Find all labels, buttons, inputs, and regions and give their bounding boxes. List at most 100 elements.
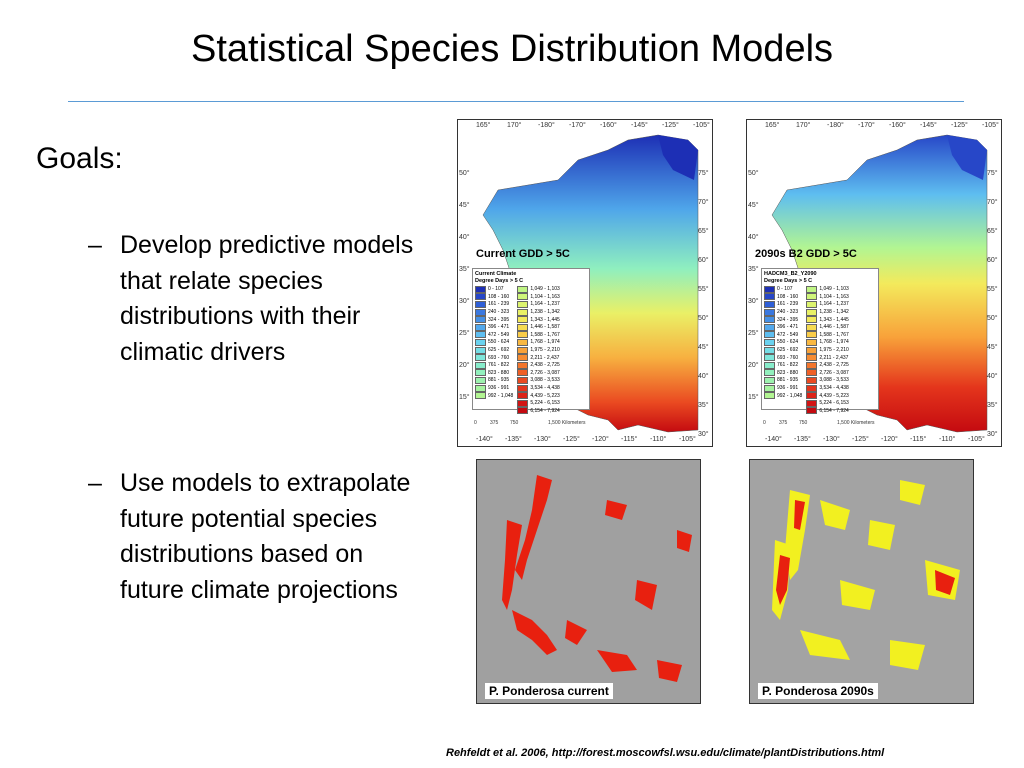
legend-label: 1,343 - 1,445 [819, 316, 849, 323]
distribution-map-graphic [477, 460, 700, 703]
legend-item: 472 - 549 [764, 331, 802, 339]
legend-label: 1,238 - 1,342 [530, 309, 560, 316]
legend-swatch [517, 285, 529, 293]
legend-swatch [764, 338, 775, 346]
legend-label: 240 - 323 [777, 309, 799, 316]
legend-label: 3,088 - 3,533 [819, 377, 849, 384]
longitude-tick-label: -180° [538, 122, 555, 129]
latitude-tick-label: 70° [698, 199, 709, 206]
legend-item: 693 - 760 [475, 354, 513, 362]
legend-swatch [517, 338, 529, 346]
legend-item: 3,534 - 4,438 [806, 384, 849, 392]
latitude-tick-label: 45° [698, 344, 709, 351]
legend-label: 3,088 - 3,533 [530, 377, 560, 384]
legend-swatch [475, 384, 486, 392]
legend-label: 2,211 - 2,437 [819, 354, 849, 361]
legend-item: 6,154 - 7,924 [806, 407, 849, 415]
legend-item: 823 - 880 [475, 369, 513, 377]
legend-label: 4,439 - 5,223 [819, 392, 849, 399]
legend-label: 761 - 822 [777, 362, 799, 369]
scale-label: 0 [763, 420, 766, 426]
legend-swatch [806, 407, 818, 415]
title-divider [68, 101, 964, 102]
legend-label: 3,534 - 4,438 [819, 385, 849, 392]
legend-item: 1,975 - 2,210 [517, 346, 560, 354]
legend-title: HADCM3_B2_Y2090 [764, 271, 817, 277]
legend-swatch [517, 354, 529, 362]
legend-item: 761 - 822 [475, 361, 513, 369]
legend-item: 1,104 - 1,163 [517, 293, 560, 301]
latitude-tick-label: 40° [459, 234, 470, 241]
legend-swatch [806, 316, 818, 324]
legend-swatch [517, 369, 529, 377]
legend-swatch [517, 323, 529, 331]
legend-label: 936 - 991 [488, 385, 510, 392]
longitude-tick-label: -135° [794, 436, 811, 443]
legend-item: 396 - 471 [475, 323, 513, 331]
legend-item: 3,088 - 3,533 [517, 376, 560, 384]
scale-label: 750 [799, 420, 808, 426]
legend-column: 1,049 - 1,103 1,104 - 1,163 1,164 - 1,237 1… [517, 285, 560, 415]
longitude-tick-label: -140° [476, 436, 493, 443]
longitude-tick-label: 170° [507, 122, 522, 129]
latitude-tick-label: 45° [987, 344, 998, 351]
legend-label: 6,154 - 7,924 [819, 407, 849, 414]
legend-swatch [517, 331, 529, 339]
latitude-tick-label: 40° [987, 373, 998, 380]
latitude-tick-label: 70° [987, 199, 998, 206]
legend-item: 1,238 - 1,342 [517, 308, 560, 316]
legend-label: 1,049 - 1,103 [819, 286, 849, 293]
legend-item: 2,211 - 2,437 [806, 354, 849, 362]
legend-swatch [764, 346, 775, 354]
latitude-tick-label: 65° [698, 228, 709, 235]
distribution-caption: P. Ponderosa current [485, 683, 613, 699]
legend-item: 1,343 - 1,445 [806, 316, 849, 324]
latitude-tick-label: 30° [748, 298, 759, 305]
latitude-tick-label: 40° [698, 373, 709, 380]
legend-item: 240 - 323 [475, 308, 513, 316]
latitude-tick-label: 35° [748, 266, 759, 273]
legend-label: 1,768 - 1,974 [819, 339, 849, 346]
longitude-tick-label: -120° [592, 436, 609, 443]
legend-item: 324 - 395 [764, 316, 802, 324]
legend-swatch [806, 285, 818, 293]
goals-heading: Goals: [36, 142, 123, 175]
map-caption: 2090s B2 GDD > 5C [755, 248, 857, 260]
legend-item: 108 - 160 [475, 293, 513, 301]
longitude-tick-label: -160° [600, 122, 617, 129]
legend-swatch [517, 316, 529, 324]
map-caption: Current GDD > 5C [476, 248, 570, 260]
legend-swatch [517, 392, 529, 400]
legend-swatch [806, 346, 818, 354]
latitude-tick-label: 65° [987, 228, 998, 235]
legend-swatch [475, 376, 486, 384]
legend-swatch [806, 300, 818, 308]
legend-column: 1,049 - 1,103 1,104 - 1,163 1,164 - 1,237 1… [806, 285, 849, 415]
longitude-tick-label: -115° [910, 436, 927, 443]
bullet-item-2: – Use models to extrapolate future poten… [88, 466, 418, 608]
legend-label: 396 - 471 [777, 324, 799, 331]
latitude-tick-label: 40° [748, 234, 759, 241]
legend-label: 1,164 - 1,237 [819, 301, 849, 308]
legend-swatch [764, 369, 775, 377]
legend-label: 1,238 - 1,342 [819, 309, 849, 316]
longitude-tick-label: -115° [621, 436, 638, 443]
legend-item: 161 - 239 [475, 300, 513, 308]
longitude-tick-label: -145° [631, 122, 648, 129]
legend-label: 108 - 160 [488, 293, 510, 300]
longitude-tick-label: -105° [968, 436, 985, 443]
latitude-tick-label: 20° [748, 362, 759, 369]
legend-swatch [764, 300, 775, 308]
legend-label: 1,588 - 1,767 [530, 331, 560, 338]
legend-item: 550 - 624 [475, 338, 513, 346]
legend-item: 1,164 - 1,237 [517, 300, 560, 308]
legend-swatch [764, 384, 775, 392]
legend-item: 693 - 760 [764, 354, 802, 362]
longitude-tick-label: -130° [823, 436, 840, 443]
legend-swatch [806, 399, 818, 407]
legend-item: 936 - 991 [764, 384, 802, 392]
occurrence-cells [502, 475, 692, 682]
legend-item: 761 - 822 [764, 361, 802, 369]
distribution-caption: P. Ponderosa 2090s [758, 683, 878, 699]
legend-swatch [475, 361, 486, 369]
